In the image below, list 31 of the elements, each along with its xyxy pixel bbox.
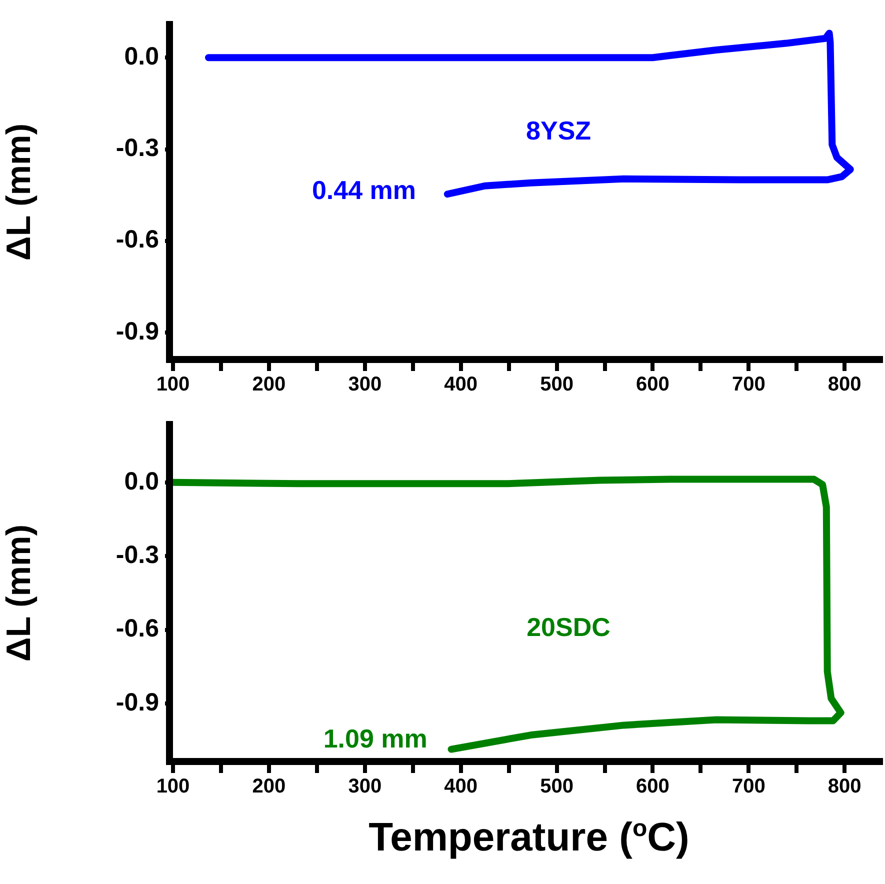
x-tick-label: 800 [828, 374, 862, 396]
y-tick-label: -0.3 [116, 541, 159, 570]
y-tick-label: 0.0 [124, 467, 159, 496]
y-tick-label: -0.6 [116, 614, 159, 643]
x-tick-label: 600 [636, 374, 670, 396]
y-axis-title: ΔL (mm) [0, 524, 38, 662]
annotation: 8YSZ [526, 116, 592, 146]
x-tick-label: 100 [156, 776, 190, 798]
annotation: 1.09 mm [323, 724, 428, 754]
x-tick-label: 200 [252, 374, 286, 396]
y-tick-label: -0.9 [116, 688, 159, 716]
x-tick-label: 300 [348, 374, 382, 396]
annotation: 0.44 mm [312, 174, 416, 205]
x-tick-label: 400 [444, 374, 478, 396]
x-axis-title: Temperature ($^{o}$C) [368, 815, 690, 860]
y-tick-label: 0.0 [124, 42, 159, 71]
y-tick-label: -0.3 [116, 134, 159, 162]
x-tick-label: 100 [156, 374, 190, 396]
y-tick-label: -0.6 [116, 226, 159, 254]
y-axis-title: ΔL (mm) [0, 123, 38, 261]
annotation: 20SDC [526, 612, 611, 642]
x-tick-label: 400 [444, 776, 478, 798]
x-tick-label: 300 [348, 776, 382, 798]
x-tick-label: 800 [828, 776, 862, 798]
x-tick-label: 700 [732, 374, 766, 396]
x-tick-label: 600 [636, 776, 670, 798]
x-tick-label: 500 [540, 374, 574, 396]
x-tick-label: 700 [732, 776, 766, 798]
x-tick-label: 200 [252, 776, 286, 798]
y-tick-label: -0.9 [116, 317, 159, 346]
x-tick-label: 500 [540, 776, 574, 798]
